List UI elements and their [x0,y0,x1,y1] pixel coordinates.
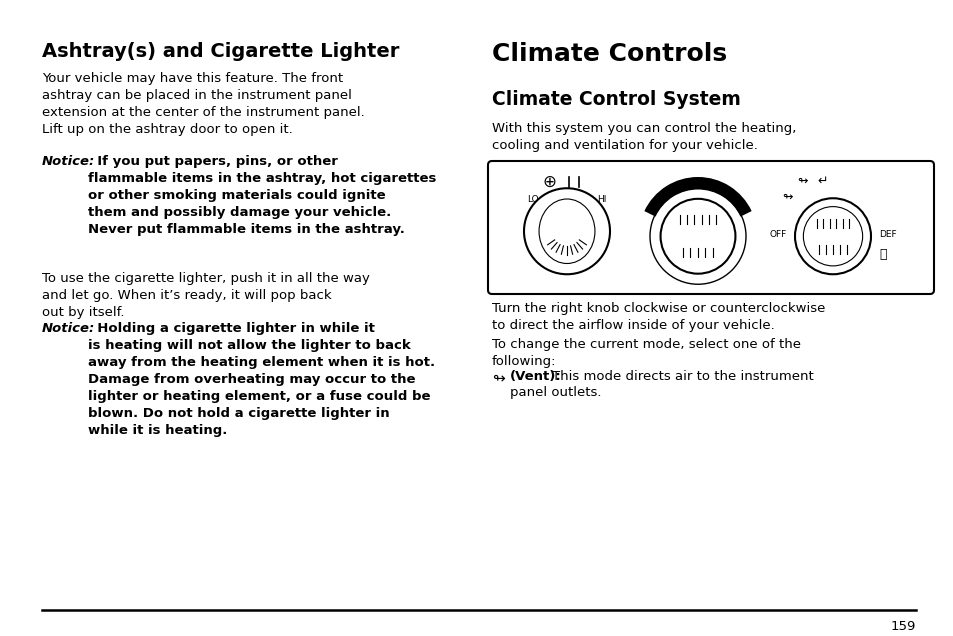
Text: DEF: DEF [878,230,896,238]
Text: OFF: OFF [769,230,786,238]
Text: To use the cigarette lighter, push it in all the way
and let go. When it’s ready: To use the cigarette lighter, push it in… [42,272,370,319]
Text: panel outlets.: panel outlets. [510,386,601,399]
Text: ↬: ↬ [492,370,504,385]
Text: Climate Control System: Climate Control System [492,90,740,109]
Text: ⍨: ⍨ [878,248,885,261]
Text: HI: HI [597,195,606,204]
Text: (Vent):: (Vent): [510,370,561,383]
Text: If you put papers, pins, or other
flammable items in the ashtray, hot cigarettes: If you put papers, pins, or other flamma… [88,155,436,236]
Text: Your vehicle may have this feature. The front
ashtray can be placed in the instr: Your vehicle may have this feature. The … [42,72,364,136]
Text: ↬: ↬ [797,175,807,188]
Text: ⊕: ⊕ [541,173,556,191]
Text: Climate Controls: Climate Controls [492,42,726,66]
Text: Holding a cigarette lighter in while it
is heating will not allow the lighter to: Holding a cigarette lighter in while it … [88,322,435,437]
FancyBboxPatch shape [488,161,933,294]
Text: Notice:: Notice: [42,322,95,335]
Text: Notice:: Notice: [42,155,95,168]
Text: Turn the right knob clockwise or counterclockwise
to direct the airflow inside o: Turn the right knob clockwise or counter… [492,302,824,332]
Text: Ashtray(s) and Cigarette Lighter: Ashtray(s) and Cigarette Lighter [42,42,399,61]
Text: With this system you can control the heating,
cooling and ventilation for your v: With this system you can control the hea… [492,122,796,152]
Text: ↬: ↬ [781,191,792,204]
Text: This mode directs air to the instrument: This mode directs air to the instrument [552,370,813,383]
Text: 159: 159 [890,620,915,633]
Text: LO: LO [526,195,538,204]
Text: To change the current mode, select one of the
following:: To change the current mode, select one o… [492,338,801,368]
Text: ↵: ↵ [817,175,827,188]
